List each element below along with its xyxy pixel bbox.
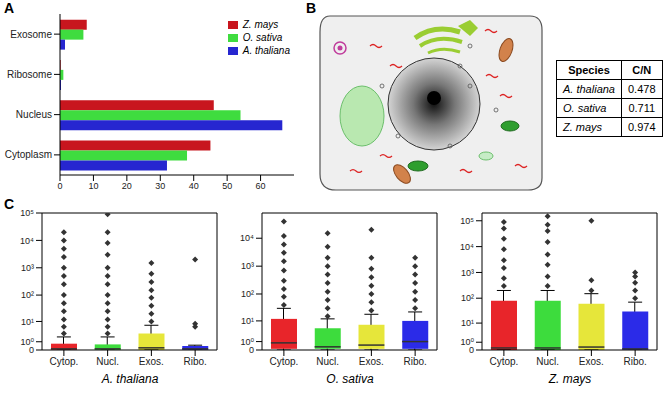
html-text:A: A [4, 0, 15, 16]
svg-text:60: 60 [256, 181, 266, 191]
svg-text:10¹: 10¹ [461, 318, 474, 328]
svg-text:10⁴: 10⁴ [460, 242, 474, 252]
svg-text:Nucl.: Nucl. [316, 356, 339, 367]
svg-text:Ribo.: Ribo. [623, 356, 646, 367]
html-text:O. sativa: O. sativa [563, 102, 607, 114]
svg-text:Ribo.: Ribo. [183, 356, 206, 367]
html-text:Z. mays: Z. mays [563, 121, 603, 133]
svg-text:Nucl.: Nucl. [536, 356, 559, 367]
svg-text:20: 20 [122, 181, 132, 191]
html-text:B: B [306, 0, 317, 16]
svg-text:10⁰: 10⁰ [20, 337, 34, 347]
svg-text:10⁰: 10⁰ [240, 337, 254, 347]
svg-text:Exos.: Exos. [359, 356, 384, 367]
svg-text:0: 0 [249, 345, 254, 356]
svg-text:10⁵: 10⁵ [20, 208, 34, 218]
svg-text:10³: 10³ [241, 261, 254, 271]
svg-text:Cytop.: Cytop. [269, 356, 298, 367]
svg-text:30: 30 [155, 181, 165, 191]
svg-text:10²: 10² [461, 293, 474, 303]
html-text:A. thaliana: A. thaliana [242, 45, 290, 56]
svg-text:Ribosome: Ribosome [7, 69, 52, 80]
svg-text:Nucleus: Nucleus [16, 109, 52, 120]
html-text:C/N: C/N [632, 64, 652, 76]
svg-text:10: 10 [88, 181, 98, 191]
svg-text:0: 0 [57, 181, 62, 191]
svg-text:Exos.: Exos. [579, 356, 604, 367]
svg-text:Ribo.: Ribo. [403, 356, 426, 367]
html-text:0.711: 0.711 [628, 102, 656, 114]
svg-text:10⁵: 10⁵ [460, 216, 474, 226]
html-text:Species: Species [568, 64, 610, 76]
svg-text:40: 40 [189, 181, 199, 191]
html-text:A. thaliana: A. thaliana [563, 83, 615, 95]
svg-text:10¹: 10¹ [21, 317, 34, 327]
svg-text:10¹: 10¹ [241, 316, 254, 326]
html-text:Z. mays: Z. mays [548, 372, 592, 386]
svg-text:10²: 10² [241, 289, 254, 299]
svg-text:0: 0 [469, 345, 474, 356]
svg-text:10⁴: 10⁴ [240, 233, 254, 243]
svg-text:0: 0 [29, 345, 34, 356]
html-text:O. sativa: O. sativa [242, 32, 283, 43]
html-text:Z. mays: Z. mays [242, 19, 279, 30]
svg-text:10⁴: 10⁴ [20, 236, 34, 246]
html-text:0.478: 0.478 [628, 83, 656, 95]
svg-text:Exos.: Exos. [139, 356, 164, 367]
html-text:C: C [4, 196, 15, 212]
html-text:O. sativa: O. sativa [326, 372, 374, 386]
svg-text:10⁰: 10⁰ [460, 337, 474, 347]
svg-text:10²: 10² [21, 290, 34, 300]
svg-text:Nucl.: Nucl. [96, 356, 119, 367]
svg-text:Cytop.: Cytop. [49, 356, 78, 367]
svg-text:Cytop.: Cytop. [489, 356, 518, 367]
svg-text:Cytoplasm: Cytoplasm [5, 149, 52, 160]
html-text:A. thaliana: A. thaliana [101, 372, 159, 386]
html-text:0.974: 0.974 [628, 121, 656, 133]
svg-text:50: 50 [222, 181, 232, 191]
svg-text:10³: 10³ [21, 263, 34, 273]
svg-text:Exosome: Exosome [10, 29, 52, 40]
svg-text:10³: 10³ [461, 268, 474, 278]
